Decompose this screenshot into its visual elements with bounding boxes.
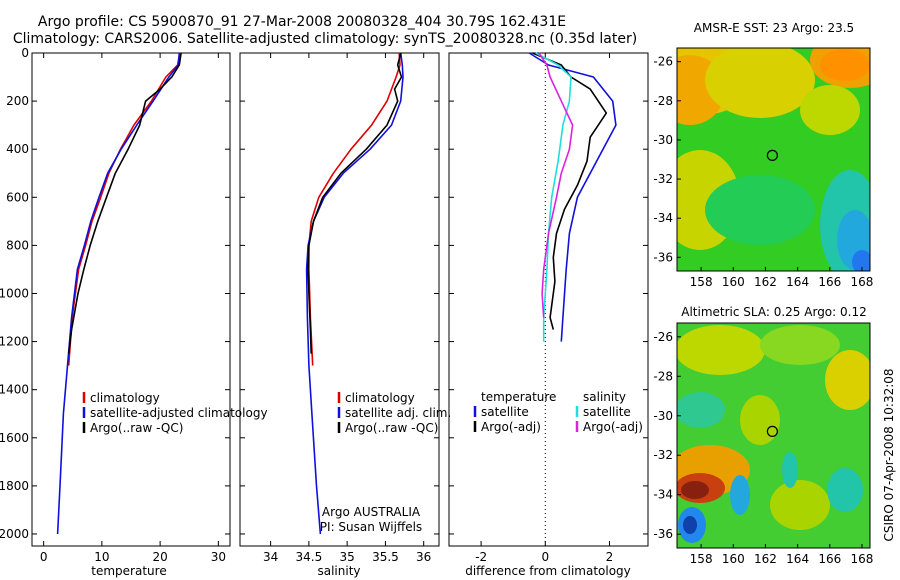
salinity-xtick-label-0: 34 [263,550,278,564]
temperature-plot-frame [31,52,231,547]
pi-credit: PI: Susan Wijffels [320,520,422,534]
sst-map-ytick-label-3: -32 [653,172,673,186]
salinity-xtick-label-2: 35 [340,550,355,564]
sla-map-ytick-label-1: -28 [653,369,673,383]
sst-map-title: AMSR-E SST: 23 Argo: 23.5 [694,21,854,35]
sla-map-xtick-label-3: 164 [786,552,809,566]
salinity-plot-frame [239,52,440,547]
temperature-xtick-label-2: 20 [152,550,167,564]
temperature-ytick-label-9: 1800 [0,479,29,493]
difference-profile-chart: -2 0 2satelliteArgo(-adj)satelliteArgo(-ad… [449,52,648,564]
difference-legend-label-0: satellite [481,405,529,419]
sla-map-ytick-label-5: -36 [653,527,673,541]
sst-map [676,47,871,272]
sla-map-ytick-label-0: -26 [653,330,673,344]
sla-map [676,322,871,549]
temperature-xtick-label-0: 0 [40,550,48,564]
sst-map-xtick-label-3: 164 [786,275,809,289]
temperature-ytick-label-2: 400 [6,142,29,156]
salinity-xtick-label-1: 34.5 [296,550,323,564]
sla-map-axes: 158 160 162 164 166 168 -26 -28 -30 -32 -34 -36 [653,330,873,566]
sla-map-xtick-label-1: 160 [722,552,745,566]
salinity-axis-label: salinity [317,564,360,578]
temperature-axis-label: temperature [91,564,166,578]
sla-map-xtick-label-5: 168 [851,552,874,566]
temperature-ytick-label-5: 1000 [0,286,29,300]
temperature-ytick-label-0: 0 [21,46,29,60]
temperature-legend-label-1: satellite-adjusted climatology [90,406,268,420]
temperature-series-line-2 [67,52,182,354]
difference-series-line-2 [535,52,572,342]
sst-map-ytick-label-0: -26 [653,55,673,69]
sla-map-xtick-label-0: 158 [690,552,713,566]
sla-map-ytick-label-4: -34 [653,488,673,502]
difference-series-line-0 [528,52,617,342]
sla-map-float-location-marker [766,425,778,437]
temperature-series-line-0 [67,52,181,366]
sst-map-axes: 158 160 162 164 166 168 -26 -28 -30 -32 -34 -36 [653,55,873,289]
difference-legend-label-1: Argo(-adj) [481,420,541,434]
salinity-legend-label-2: Argo(..raw -QC) [345,421,438,435]
difference-xtick-label-0: -2 [475,550,487,564]
difference-legend-title-1: salinity [583,390,626,404]
sla-map-xtick-label-2: 162 [754,552,777,566]
sst-map-ytick-label-4: -34 [653,211,673,225]
difference-series-line-3 [538,52,574,318]
difference-plot-frame [448,52,649,547]
temperature-ytick-label-1: 200 [6,94,29,108]
salinity-legend-label-0: climatology [345,391,415,405]
difference-axis-label: difference from climatology [465,564,631,578]
difference-legend-label-2: satellite [583,405,631,419]
temperature-ytick-label-8: 1600 [0,431,29,445]
temperature-ytick-label-4: 800 [6,238,29,252]
sla-map-title: Altimetric SLA: 0.25 Argo: 0.12 [681,305,866,319]
difference-xtick-label-1: 0 [541,550,549,564]
sst-map-xtick-label-2: 162 [754,275,777,289]
csiro-timestamp: CSIRO 07-Apr-2008 10:32:08 [882,368,896,541]
salinity-series-line-2 [307,52,403,354]
temperature-ytick-label-3: 600 [6,190,29,204]
figure-title-line1: Argo profile: CS 5900870_91 27-Mar-2008 … [38,14,566,30]
sst-map-xtick-label-4: 166 [818,275,841,289]
temperature-ytick-label-7: 1400 [0,383,29,397]
sst-map-xtick-label-5: 168 [851,275,874,289]
difference-legend-title-0: temperature [481,390,556,404]
figure-title-line2: Climatology: CARS2006. Satellite-adjuste… [13,31,637,47]
sla-map-ytick-label-3: -32 [653,448,673,462]
difference-xtick-label-2: 2 [606,550,614,564]
sst-map-float-location-marker [766,149,778,161]
sla-map-ytick-label-2: -30 [653,409,673,423]
temperature-legend-label-0: climatology [90,391,160,405]
sla-map-xtick-label-4: 166 [818,552,841,566]
temperature-xtick-label-3: 30 [211,550,226,564]
sst-map-ytick-label-2: -30 [653,133,673,147]
temperature-ytick-label-10: 2000 [0,527,29,541]
temperature-xtick-label-1: 10 [94,550,109,564]
salinity-xtick-label-4: 36 [416,550,431,564]
temperature-profile-chart: 0 10 20 30 0 200 400 600 800 1000 1200 1400 1600 1800… [0,46,268,564]
argo-agency-credit: Argo AUSTRALIA [322,505,421,519]
sst-map-xtick-label-1: 160 [722,275,745,289]
difference-series-line-1 [532,52,608,330]
sst-map-ytick-label-1: -28 [653,94,673,108]
salinity-xtick-label-3: 35.5 [372,550,399,564]
salinity-legend-label-1: satellite adj. clim. [345,406,451,420]
sst-map-ytick-label-5: -36 [653,250,673,264]
difference-legend-label-3: Argo(-adj) [583,420,643,434]
temperature-ytick-label-6: 1200 [0,335,29,349]
sst-map-xtick-label-0: 158 [690,275,713,289]
temperature-legend-label-2: Argo(..raw -QC) [90,421,183,435]
